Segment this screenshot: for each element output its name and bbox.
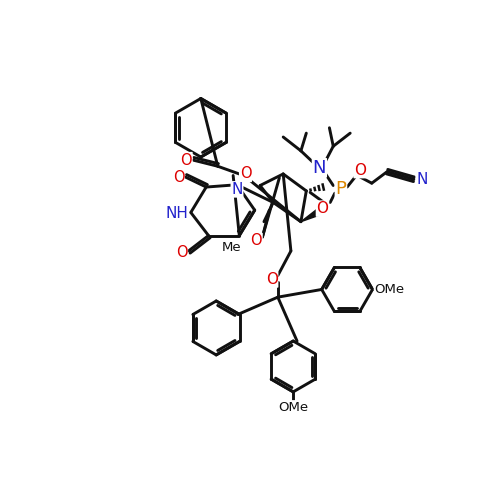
Text: O: O [176, 245, 188, 260]
Text: O: O [266, 272, 278, 287]
Text: Me: Me [222, 242, 242, 254]
Text: N: N [312, 159, 326, 177]
Text: O: O [316, 201, 328, 216]
Text: N: N [416, 172, 428, 187]
Text: O: O [250, 234, 262, 248]
Text: O: O [240, 166, 252, 182]
Text: N: N [232, 182, 242, 197]
Text: OMe: OMe [278, 401, 308, 414]
Text: OMe: OMe [374, 283, 404, 296]
Text: O: O [172, 170, 184, 184]
Text: NH: NH [166, 206, 188, 222]
Text: P: P [336, 180, 346, 198]
Text: O: O [354, 162, 366, 178]
Polygon shape [301, 210, 320, 222]
Text: O: O [180, 152, 192, 168]
